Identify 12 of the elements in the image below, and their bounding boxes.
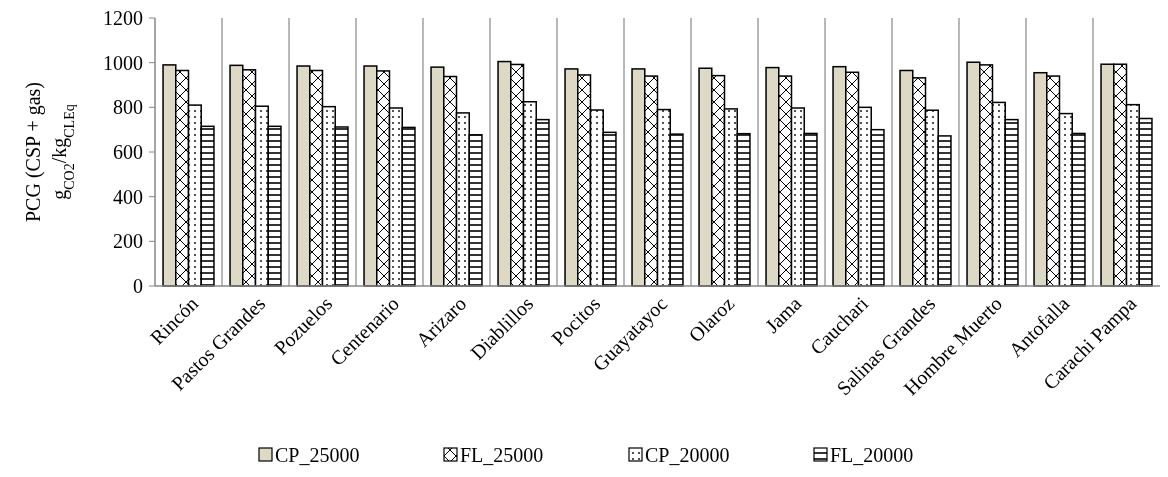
y-tick-label: 400 (113, 185, 143, 208)
y-tick-label: 600 (113, 141, 143, 163)
y-tick-label: 1200 (103, 7, 143, 29)
y-tick-label: 0 (133, 275, 143, 297)
legend-label: FL_20000 (830, 444, 914, 466)
y-tick-label: 1000 (103, 51, 143, 74)
legend-label: CP_20000 (645, 444, 730, 466)
y-tick-label: 800 (113, 96, 143, 119)
legend-label: FL_25000 (460, 444, 544, 466)
y-tick-label: 200 (113, 230, 143, 253)
x-tick-label: Jama (760, 292, 806, 337)
legend-label: CP_25000 (275, 444, 360, 466)
